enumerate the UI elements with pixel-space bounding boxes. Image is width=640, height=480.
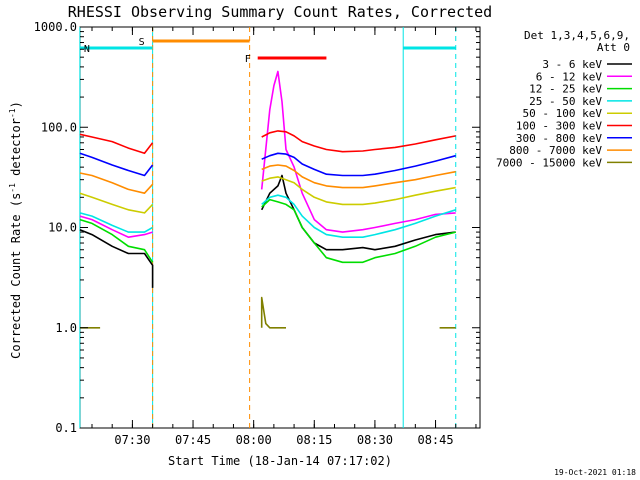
x-tick-label: 07:30 [114, 433, 150, 447]
footer-date: 19-Oct-2021 01:18 [554, 468, 636, 477]
data-series [79, 70, 456, 329]
x-tick-label: 08:00 [236, 433, 272, 447]
legend-label-50-100-kev: 50 - 100 keV [523, 107, 603, 120]
series-line-25-50-kev [79, 194, 456, 238]
y-tick-label: 10.0 [48, 221, 77, 235]
series-line-3-6-kev [79, 174, 456, 288]
series-line-7000-15000-kev [79, 296, 456, 329]
y-tick-label: 0.1 [55, 421, 77, 435]
legend-header-attenuator: Att 0 [597, 41, 630, 54]
y-tick-label: 100.0 [41, 120, 77, 134]
x-tick-label: 08:15 [296, 433, 332, 447]
state-bar-label-n: N [84, 44, 90, 55]
series-line-6-12-kev [79, 70, 456, 238]
x-tick-label: 08:30 [357, 433, 393, 447]
series-line-12-25-kev [79, 198, 456, 264]
legend-label-300-800-kev: 300 - 800 keV [516, 132, 602, 145]
legend-label-6-12-kev: 6 - 12 keV [536, 70, 603, 83]
legend-header-detectors: Det 1,3,4,5,6,9, [524, 29, 630, 42]
x-axis: 07:30 07:45 08:00 08:15 08:30 08:45 [91, 27, 477, 447]
series-line-50-100-kev [79, 176, 456, 214]
x-axis-label: Start Time (18-Jan-14 07:17:02) [168, 454, 392, 468]
time-markers: S N F [79, 27, 457, 428]
legend-label-7000-15000-kev: 7000 - 15000 keV [496, 156, 602, 169]
legend-label-100-300-kev: 100 - 300 keV [516, 120, 602, 133]
y-axis-label-sup1: -1 [8, 183, 17, 193]
x-tick-label: 07:45 [175, 433, 211, 447]
y-axis-label-mid: detector [9, 118, 23, 183]
legend-label-25-50-kev: 25 - 50 keV [529, 95, 602, 108]
chart-title: RHESSI Observing Summary Count Rates, Co… [68, 3, 492, 21]
y-axis-label-suffix: ) [9, 101, 23, 108]
legend-label-3-6-kev: 3 - 6 keV [542, 58, 602, 71]
series-line-800-7000-kev [79, 164, 456, 194]
y-axis-label: Corrected Count Rate (s-1 detector-1) [8, 101, 23, 359]
x-tick-label: 08:45 [417, 433, 453, 447]
series-line-100-300-kev [79, 130, 456, 155]
y-tick-label: 1000.0 [34, 20, 77, 34]
legend-label-800-7000-kev: 800 - 7000 keV [509, 144, 602, 157]
y-axis-label-prefix: Corrected Count Rate (s [9, 193, 23, 359]
y-axis-label-sup2: -1 [8, 108, 17, 118]
legend-label-12-25-kev: 12 - 25 keV [529, 83, 602, 96]
state-bar-label-f: F [245, 54, 251, 65]
state-bar-label-s: S [139, 37, 145, 48]
series-line-300-800-kev [79, 152, 456, 177]
y-tick-label: 1.0 [55, 321, 77, 335]
